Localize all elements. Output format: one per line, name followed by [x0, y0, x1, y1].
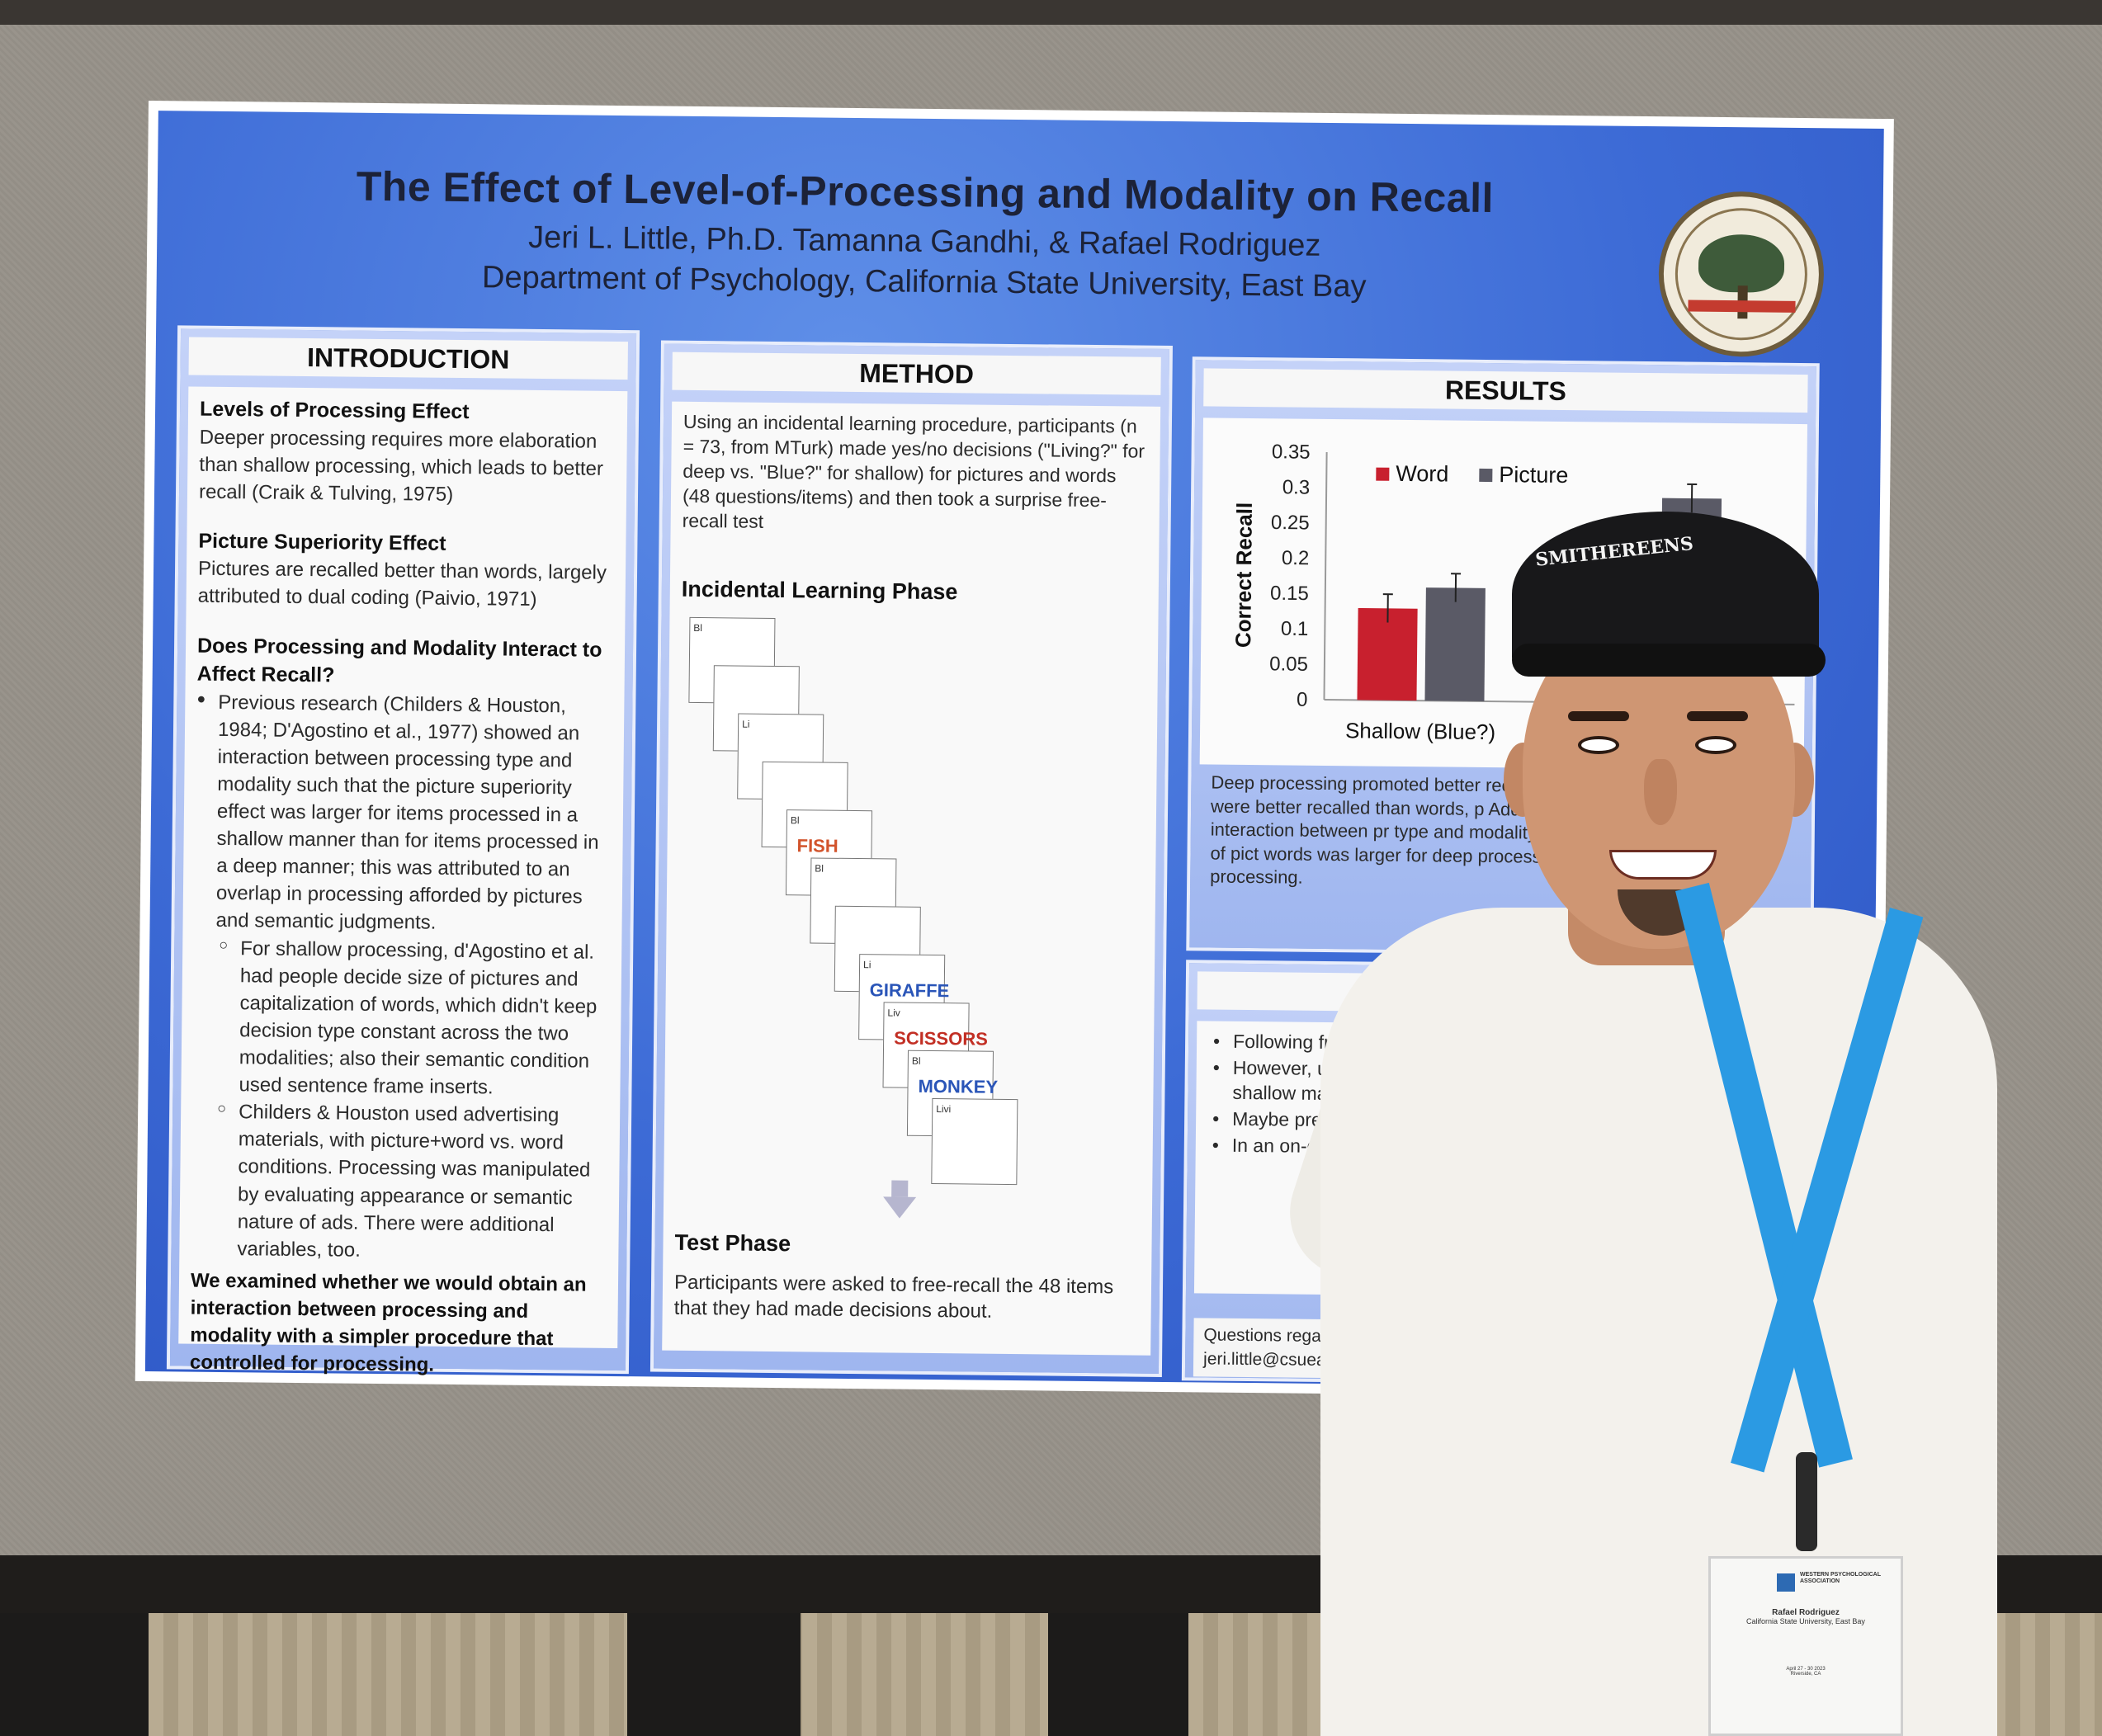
- y-tick-label: 0.05: [1269, 653, 1308, 675]
- badge-school: California State University, East Bay: [1746, 1617, 1865, 1625]
- intro-sub-bullet: Childers & Houston used advertising mate…: [191, 1098, 608, 1267]
- intro-subheading: Does Processing and Modality Interact to…: [196, 634, 602, 687]
- name-badge: WESTERN PSYCHOLOGICAL ASSOCIATION Rafael…: [1708, 1556, 1903, 1736]
- card-question-label: Bl: [790, 814, 800, 827]
- x-tick-label: Shallow (Blue?): [1345, 718, 1495, 744]
- stimulus-card: Livi: [931, 1097, 1018, 1185]
- y-tick-label: 0.2: [1282, 547, 1310, 569]
- card-word: FISH: [796, 834, 838, 856]
- intro-sub-bullet: For shallow processing, d'Agostino et al…: [192, 934, 610, 1102]
- bar-picture: [1424, 587, 1486, 701]
- right-eyebrow: [1687, 711, 1748, 721]
- nose: [1644, 759, 1677, 825]
- card-question-label: Li: [742, 718, 750, 730]
- test-phase-paragraph: Participants were asked to free-recall t…: [673, 1271, 1114, 1323]
- intro-subheading: Levels of Processing Effect: [199, 397, 470, 424]
- method-paragraph: Using an incidental learning procedure, …: [682, 410, 1145, 532]
- legend-label: Word: [1396, 461, 1448, 487]
- y-tick-label: 0.15: [1270, 583, 1309, 605]
- legend-swatch: [1376, 467, 1390, 481]
- method-heading: METHOD: [672, 351, 1161, 395]
- intro-conclusion: We examined whether we would obtain an i…: [189, 1269, 587, 1376]
- method-column: METHOD Using an incidental learning proc…: [649, 340, 1173, 1377]
- introduction-heading: INTRODUCTION: [188, 337, 628, 380]
- down-arrow-icon: [882, 1196, 917, 1219]
- test-phase-heading: Test Phase: [674, 1229, 791, 1256]
- y-tick-label: 0.25: [1271, 512, 1310, 534]
- card-question-label: Bl: [911, 1054, 921, 1067]
- badge-organization: WESTERN PSYCHOLOGICAL ASSOCIATION: [1800, 1572, 1881, 1584]
- y-tick-label: 0: [1297, 689, 1308, 711]
- university-seal: [1657, 191, 1825, 358]
- card-question-label: Livi: [936, 1102, 952, 1115]
- intro-bullet: Previous research (Childers & Houston, 1…: [194, 688, 612, 938]
- intro-paragraph: Deeper processing requires more elaborat…: [198, 426, 604, 506]
- badge-city: Riverside, CA: [1790, 1672, 1821, 1677]
- poster-department: Department of Psychology, California Sta…: [481, 260, 1367, 304]
- card-word: GIRAFFE: [869, 979, 950, 1001]
- incidental-learning-heading: Incidental Learning Phase: [681, 577, 958, 605]
- y-tick-label: 0.35: [1272, 441, 1311, 463]
- poster-header: The Effect of Level-of-Processing and Mo…: [305, 162, 1545, 307]
- card-word: MONKEY: [918, 1075, 999, 1097]
- card-word: SCISSORS: [894, 1027, 988, 1050]
- y-axis: [1323, 451, 1328, 700]
- left-eye: [1578, 736, 1619, 754]
- results-heading: RESULTS: [1203, 368, 1808, 413]
- bar-word: [1357, 607, 1418, 701]
- smile: [1609, 850, 1717, 880]
- right-eye: [1695, 736, 1736, 754]
- wpa-logo-icon: [1777, 1573, 1795, 1592]
- left-eyebrow: [1568, 711, 1629, 721]
- seal-banner: [1688, 300, 1796, 313]
- card-question-label: Bl: [815, 862, 824, 875]
- y-tick-label: 0.1: [1281, 618, 1309, 640]
- badge-name: Rafael Rodriguez: [1772, 1608, 1840, 1617]
- person-leg: [1048, 1613, 1188, 1736]
- legend-label: Picture: [1499, 462, 1568, 488]
- method-body: Using an incidental learning procedure, …: [662, 401, 1161, 1356]
- person-leg: [0, 1613, 149, 1736]
- presenter-person: SMITHEREENS WESTERN PSYCHOLOGICAL ASSOCI…: [1273, 495, 2102, 1736]
- introduction-column: INTRODUCTION Levels of Processing Effect…: [166, 325, 640, 1376]
- card-question-label: Liv: [887, 1007, 900, 1019]
- stimulus-card-stack: Bl Li Bl FISH Bl Li GIRAFFE Liv SCISSORS Bl MONKEY…: [675, 616, 1147, 1232]
- seal-tree-icon: [1698, 234, 1785, 293]
- intro-paragraph: Pictures are recalled better than words,…: [197, 557, 607, 611]
- legend-swatch: [1479, 468, 1493, 483]
- lanyard-clip: [1796, 1452, 1817, 1551]
- poster-title: The Effect of Level-of-Processing and Mo…: [356, 163, 1495, 222]
- card-question-label: Bl: [693, 621, 703, 634]
- y-tick-label: 0.3: [1282, 476, 1311, 498]
- introduction-body: Levels of Processing Effect Deeper proce…: [178, 386, 628, 1376]
- person-leg: [627, 1613, 801, 1736]
- card-question-label: Li: [863, 958, 872, 970]
- arrow-stem: [891, 1180, 909, 1197]
- intro-subheading: Picture Superiority Effect: [198, 529, 446, 555]
- y-axis-label: Correct Recall: [1230, 502, 1257, 649]
- badge-dates: April 27 - 30 2023: [1786, 1667, 1826, 1672]
- cap-brim: [1512, 644, 1826, 677]
- poster-authors: Jeri L. Little, Ph.D. Tamanna Gandhi, & …: [527, 219, 1321, 263]
